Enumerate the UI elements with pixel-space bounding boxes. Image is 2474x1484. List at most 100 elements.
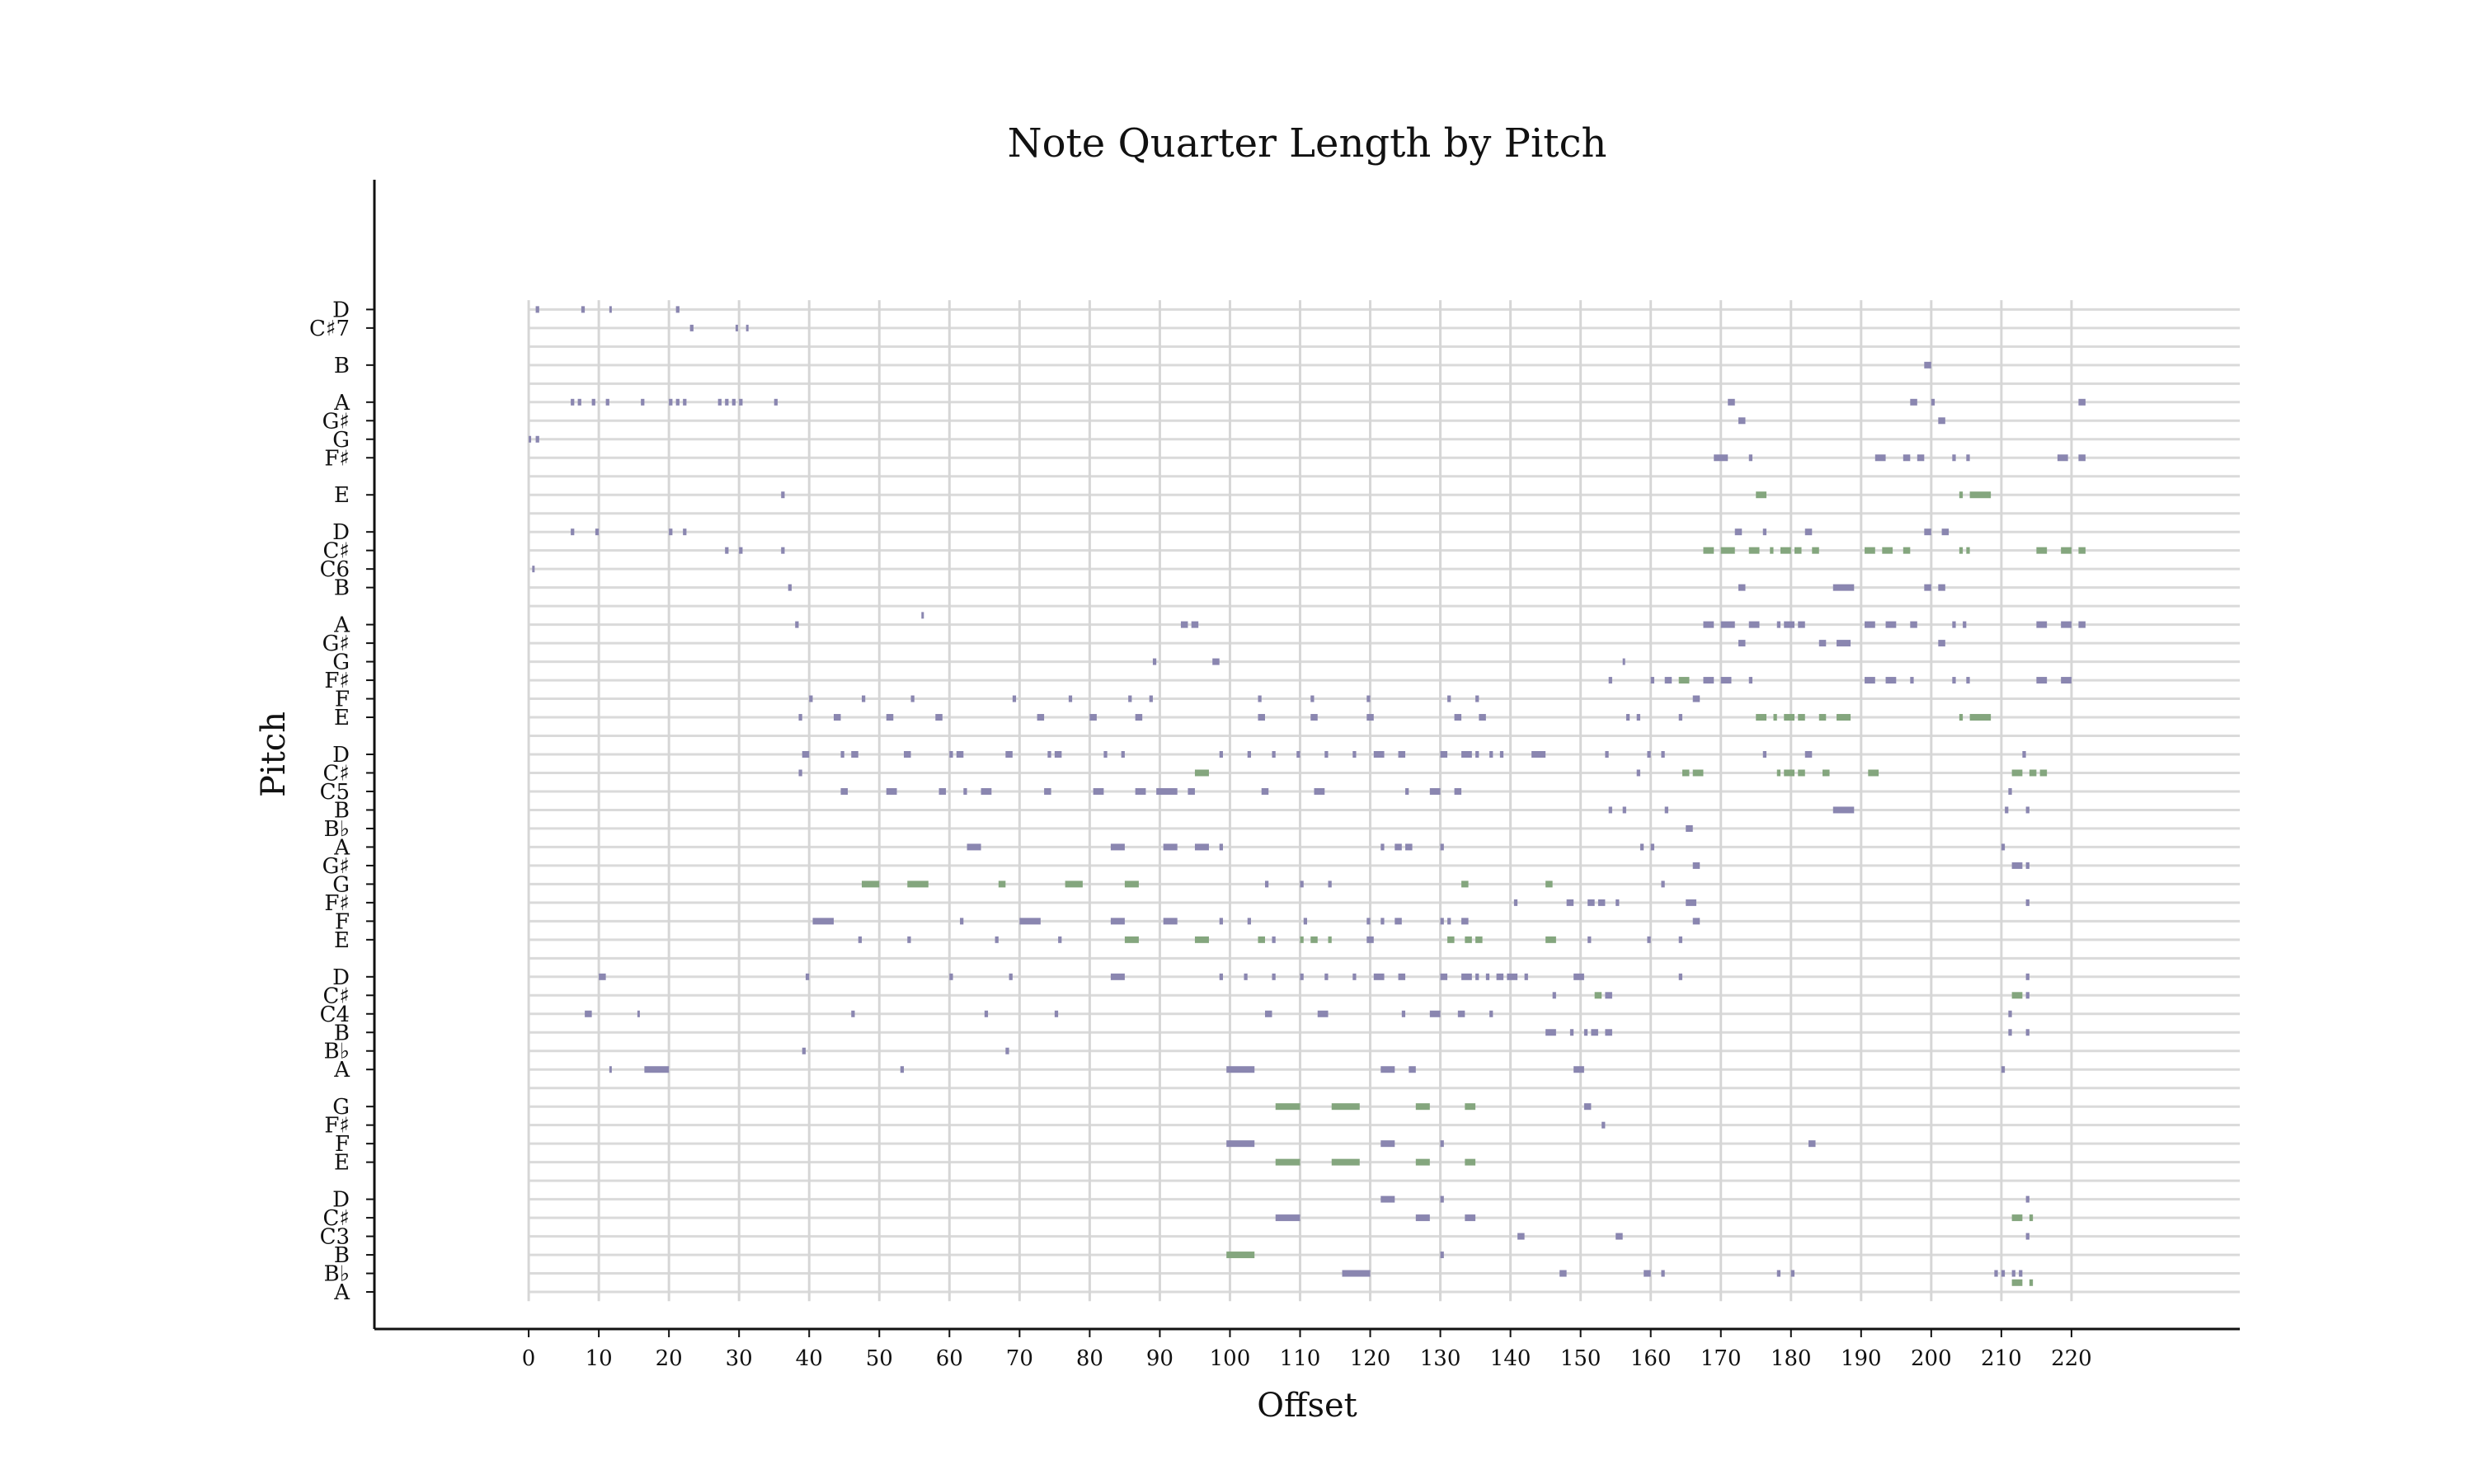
note-mark [1475,695,1479,702]
note-mark [1454,787,1462,795]
note-mark [1865,677,1875,684]
note-mark [1310,936,1318,943]
x-tick-label: 160 [1630,1346,1672,1371]
x-tick-label: 0 [522,1346,536,1371]
note-mark [907,936,911,943]
note-mark [1910,621,1917,628]
note-mark [1499,751,1504,758]
x-tick-label: 210 [1981,1346,2022,1371]
note-mark [1054,1010,1059,1017]
note-mark [1324,973,1329,980]
note-mark [1762,528,1766,536]
note-mark [2001,843,2006,851]
note-mark [1812,547,1819,554]
note-mark [1798,714,1805,721]
note-mark [995,936,999,943]
note-mark [1258,714,1265,721]
note-mark [1447,695,1451,702]
note-mark [851,751,858,758]
note-mark [1594,992,1602,999]
x-tick-label: 130 [1420,1346,1461,1371]
note-mark [1247,751,1251,758]
note-mark [745,324,749,331]
note-mark [1226,1140,1255,1148]
note-mark [1465,936,1472,943]
x-tick-label: 170 [1700,1346,1742,1371]
note-mark [2025,1029,2030,1036]
note-mark [1103,751,1108,758]
note-mark [802,1047,806,1054]
note-mark [1110,843,1125,851]
note-mark [1300,973,1304,980]
note-mark [1728,398,1735,406]
note-mark [1686,899,1696,906]
note-mark [2029,1214,2034,1222]
note-mark [1784,769,1795,777]
note-mark [1054,751,1062,758]
note-mark [1440,751,1448,758]
y-tick-label: D [332,298,350,322]
note-mark [1044,787,1051,795]
note-mark [1874,454,1886,462]
note-mark [1748,677,1752,684]
note-mark [1524,973,1528,980]
note-mark [2025,973,2030,980]
y-tick-label: B [334,576,350,601]
note-mark [1959,491,1964,499]
note-mark [535,435,539,443]
y-tick-label: B [334,798,350,823]
note-mark [1454,714,1462,721]
x-tick-label: 30 [726,1346,753,1371]
note-mark [2078,454,2086,462]
note-mark [1440,1195,1444,1203]
note-mark [644,1066,670,1073]
note-mark [2011,992,2023,999]
x-tick-label: 10 [586,1346,613,1371]
note-mark [2011,862,2023,869]
y-tick-label: G [332,872,350,897]
x-tick-label: 80 [1076,1346,1103,1371]
note-mark [1275,1158,1300,1166]
note-mark [2078,547,2086,554]
note-mark [1573,1066,1584,1073]
note-mark [669,398,673,406]
note-mark [1328,881,1332,888]
y-tick-label: E [334,706,350,730]
note-mark [1868,769,1879,777]
note-mark [963,787,967,795]
note-mark [1622,806,1626,814]
note-mark [1865,621,1875,628]
note-mark [1608,677,1612,684]
chart-title: Note Quarter Length by Pitch [1008,120,1607,167]
note-mark [1465,1158,1476,1166]
note-mark [1608,806,1612,814]
note-mark [1219,843,1223,851]
note-mark [2036,547,2048,554]
note-mark [1636,714,1640,721]
y-axis-label: Pitch [255,711,293,797]
x-tick-label: 150 [1560,1346,1602,1371]
note-mark [1461,751,1472,758]
note-mark [1180,621,1188,628]
note-mark [1773,714,1777,721]
note-mark [1507,973,1518,980]
note-mark [1770,547,1774,554]
note-mark [1037,714,1045,721]
note-mark [2078,621,2086,628]
note-mark [1650,677,1654,684]
note-mark [1465,1103,1476,1111]
note-mark [851,1010,855,1017]
note-mark [2078,398,2086,406]
note-mark [1591,1029,1598,1036]
note-mark [1496,973,1504,980]
note-mark [967,843,981,851]
note-mark [1784,714,1795,721]
note-mark [1440,918,1444,925]
note-mark [1924,528,1931,536]
note-mark [689,324,694,331]
note-mark [1798,769,1805,777]
x-tick-label: 110 [1280,1346,1321,1371]
note-mark [1804,751,1813,758]
note-mark [1531,751,1546,758]
note-mark [1832,806,1855,814]
